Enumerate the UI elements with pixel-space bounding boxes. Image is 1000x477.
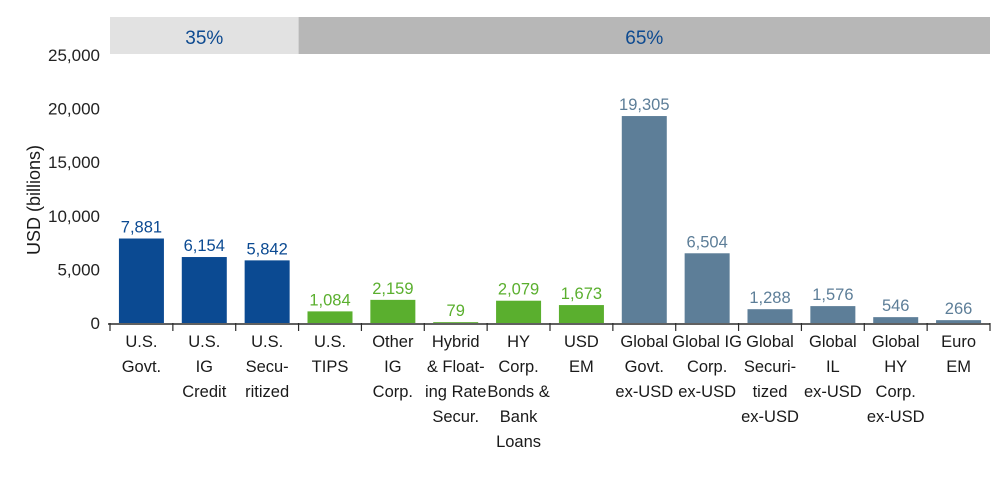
bar-value-label: 1,288 — [749, 289, 790, 307]
category-label: Global Govt. ex-USD — [615, 333, 673, 401]
bar — [496, 300, 542, 323]
bar — [747, 309, 793, 323]
category-label: Global IG Corp. ex-USD — [672, 333, 742, 401]
bar — [433, 322, 479, 323]
bar-value-label: 546 — [882, 297, 910, 315]
y-tick-label: 20,000 — [48, 100, 100, 119]
category-label: U.S. Secu-ritized — [245, 333, 289, 401]
bar-value-label: 19,305 — [619, 96, 669, 114]
bar-value-label: 79 — [447, 302, 465, 320]
category-label: Other IG Corp. — [372, 333, 414, 401]
y-tick-label: 0 — [91, 314, 100, 333]
category-label: Global HY Corp. ex-USD — [867, 333, 925, 426]
bar — [873, 317, 919, 323]
category-label: U.S. Govt. — [122, 333, 161, 376]
bar-value-label: 6,504 — [686, 233, 727, 251]
y-axis-label: USD (billions) — [24, 145, 44, 255]
bar — [810, 306, 856, 323]
share-band — [298, 17, 991, 54]
bar — [558, 305, 604, 323]
bar — [118, 238, 164, 323]
category-label: Global Securi-tized ex-USD — [741, 333, 799, 426]
bar-value-label: 1,673 — [561, 285, 602, 303]
category-label: HY Corp. Bonds & Bank Loans — [487, 333, 549, 451]
y-tick-label: 25,000 — [48, 46, 100, 65]
bar-value-label: 266 — [945, 300, 973, 318]
bar — [370, 299, 416, 323]
y-tick-label: 10,000 — [48, 207, 100, 226]
category-label: USD EM — [564, 333, 599, 376]
bar-value-label: 1,576 — [812, 286, 853, 304]
share-band-label: 65% — [625, 28, 663, 49]
bar — [244, 260, 290, 323]
share-band — [110, 17, 299, 54]
share-band-label: 35% — [185, 28, 223, 49]
bars — [118, 116, 982, 323]
y-tick-label: 15,000 — [48, 153, 100, 172]
bar — [621, 116, 667, 323]
bar-value-label: 7,881 — [121, 219, 162, 237]
bar — [181, 257, 227, 323]
bar-value-label: 1,084 — [309, 291, 350, 309]
category-label: Hybrid & Float-ing Rate Secur. — [425, 333, 486, 426]
value-labels: 7,881 6,154 5,842 1,084 2,159 79 2,079 1,673 19,… — [121, 96, 973, 320]
bar-value-label: 5,842 — [246, 240, 287, 258]
bar — [307, 311, 353, 323]
share-bands: 35% 65% — [110, 17, 991, 54]
category-label: U.S. TIPS — [312, 333, 349, 376]
bar — [936, 320, 982, 323]
category-label: Global IL ex-USD — [804, 333, 862, 401]
bar-value-label: 2,079 — [498, 281, 539, 299]
y-tick-label: 5,000 — [57, 260, 100, 279]
bar-value-label: 2,159 — [372, 280, 413, 298]
category-label: Euro EM — [941, 333, 976, 376]
bar — [684, 253, 730, 323]
x-axis: U.S. Govt. U.S. IG Credit U.S. Secu-ritized U.S… — [108, 323, 991, 451]
y-axis: 0 5,000 10,000 15,000 20,000 25,000 — [48, 46, 100, 333]
category-label: U.S. IG Credit — [182, 333, 226, 401]
bar-value-label: 6,154 — [184, 237, 225, 255]
